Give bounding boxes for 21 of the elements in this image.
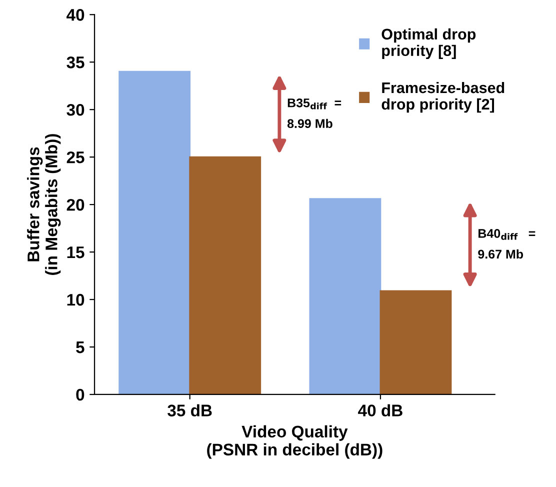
y-tick-label: 15 — [67, 246, 84, 258]
y-axis-title: Buffer savings (in Megabits (Mb)) — [27, 134, 61, 275]
bar — [118, 70, 191, 394]
y-tick-label: 35 — [66, 56, 84, 68]
x-tick-label: 35 dB — [168, 404, 212, 416]
bar — [189, 156, 262, 394]
y-tick-label: 25 — [66, 151, 84, 164]
legend-label: Optimal drop priority [8] — [382, 28, 476, 60]
text: B40$_{diff}$ = 9.67 Mb — [478, 229, 536, 259]
bar — [309, 198, 382, 394]
y-tick-label: 30 — [66, 104, 84, 116]
y-tick-label: 0 — [76, 388, 84, 401]
annotation: B35$_{diff}$ = 8.99 Mb — [287, 98, 342, 128]
legend-label: Framesize-based drop priority [2] — [382, 82, 504, 113]
x-axis-title: Video Quality (PSNR in decibel (dB)) — [207, 425, 382, 459]
bar — [380, 290, 452, 394]
y-tick-label: 10 — [67, 294, 84, 306]
y-tick-label: 5 — [76, 342, 84, 354]
x-tick-label: 40 dB — [358, 404, 402, 416]
y-tick-label: 40 — [66, 9, 84, 21]
y-tick-label: 20 — [66, 198, 84, 211]
